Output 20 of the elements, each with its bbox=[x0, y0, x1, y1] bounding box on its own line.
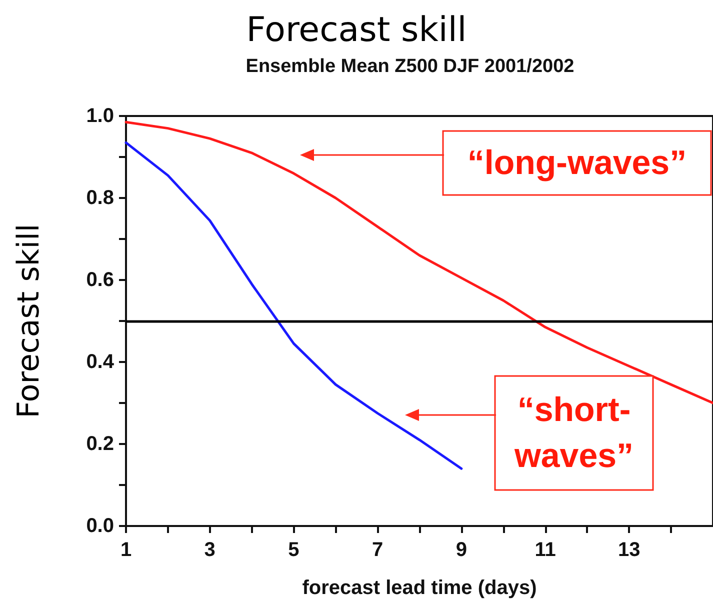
y-tick-label: 0.2 bbox=[86, 433, 114, 455]
chart-title: Forecast skill bbox=[246, 10, 467, 50]
annotation: “short-waves” bbox=[513, 391, 634, 475]
x-tick-label: 9 bbox=[456, 539, 467, 561]
x-tick-label: 11 bbox=[534, 539, 556, 561]
x-tick-label: 7 bbox=[372, 539, 384, 561]
x-tick-label: 3 bbox=[204, 539, 216, 561]
y-tick-label: 0.4 bbox=[86, 351, 115, 373]
x-tick-label: 1 bbox=[120, 539, 132, 561]
y-tick-label: 0.8 bbox=[86, 187, 114, 209]
chart-subtitle: Ensemble Mean Z500 DJF 2001/2002 bbox=[246, 56, 574, 77]
x-tick-label: 13 bbox=[618, 539, 640, 561]
line-series bbox=[124, 141, 463, 470]
x-tick-label: 5 bbox=[288, 539, 300, 561]
y-tick-label: 1.0 bbox=[86, 105, 114, 127]
annotation: “long-waves” bbox=[467, 144, 687, 182]
y-tick-label: 0.0 bbox=[86, 515, 114, 537]
y-tick-label: 0.6 bbox=[86, 269, 114, 291]
y-axis-title: Forecast skill bbox=[12, 224, 46, 418]
x-axis-title: forecast lead time (days) bbox=[302, 577, 537, 599]
